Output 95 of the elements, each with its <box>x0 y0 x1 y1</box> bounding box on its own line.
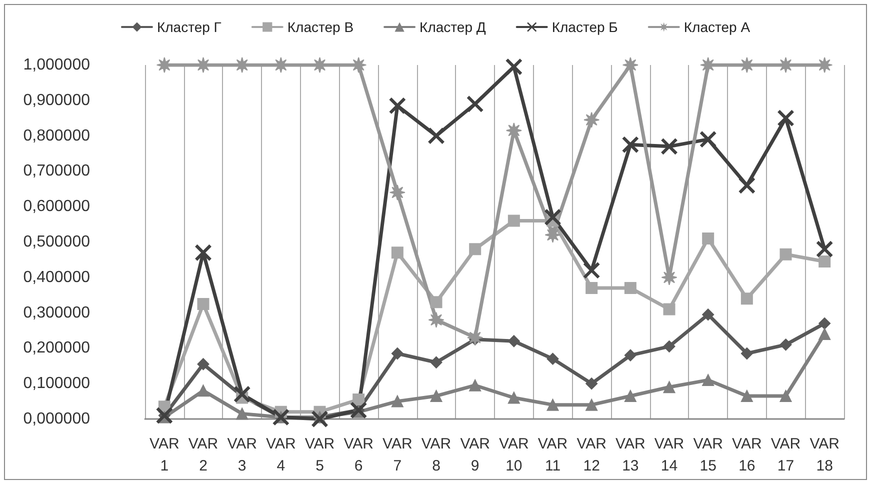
point <box>586 398 598 411</box>
point <box>702 232 714 244</box>
y-tick-label: 0,500000 <box>23 234 90 250</box>
point <box>546 398 559 411</box>
x-tick-label: VAR 13 <box>616 436 646 474</box>
point <box>506 58 522 75</box>
x-tick-label: VAR 1 <box>150 436 180 474</box>
x-tick-label: VAR 2 <box>188 436 218 474</box>
point <box>818 255 831 268</box>
point <box>663 303 676 316</box>
point <box>508 392 520 404</box>
point <box>428 312 444 328</box>
point <box>700 131 716 148</box>
point <box>234 386 250 402</box>
point <box>197 298 210 310</box>
point <box>740 390 753 402</box>
y-tick-label: 0,200000 <box>23 340 90 357</box>
point <box>702 308 714 321</box>
legend-label: Кластер А <box>684 19 751 35</box>
point <box>586 282 598 294</box>
point <box>544 226 561 243</box>
point <box>430 356 442 368</box>
point <box>469 379 482 392</box>
point <box>740 292 753 305</box>
y-tick-label: 1,000000 <box>23 56 90 74</box>
point <box>546 352 559 365</box>
point <box>467 330 484 346</box>
x-tick-label: VAR 17 <box>770 436 801 474</box>
point <box>818 328 831 340</box>
y-tick-label: 0,700000 <box>23 162 90 180</box>
y-tick-label: 0,900000 <box>23 92 90 109</box>
point <box>312 411 328 427</box>
point <box>430 390 442 402</box>
point <box>584 262 600 278</box>
point <box>391 246 404 259</box>
point <box>391 395 404 408</box>
point <box>622 136 638 153</box>
point <box>428 128 444 144</box>
legend-label: Кластер В <box>287 19 354 35</box>
x-tick-label: VAR 4 <box>266 436 296 474</box>
point <box>389 184 406 200</box>
point <box>195 244 212 261</box>
point <box>780 338 792 351</box>
point <box>780 390 792 402</box>
point <box>508 335 520 348</box>
y-tick-label: 0,800000 <box>23 127 90 144</box>
y-tick-label: 0,600000 <box>23 198 90 216</box>
point <box>236 408 248 420</box>
x-tick-label: VAR 14 <box>654 436 684 474</box>
point <box>778 110 794 126</box>
point <box>624 390 636 402</box>
legend-label: Кластер Б <box>552 19 618 35</box>
point <box>818 317 831 330</box>
x-tick-label: VAR 3 <box>227 436 258 474</box>
point <box>816 241 833 258</box>
point <box>430 296 442 308</box>
x-tick-label: VAR 7 <box>382 436 412 474</box>
point <box>389 98 406 114</box>
point <box>469 243 482 256</box>
point <box>622 57 638 73</box>
y-tick-label: 0,000000 <box>23 410 90 428</box>
x-tick-label: VAR 11 <box>538 436 568 474</box>
x-tick-label: VAR 8 <box>421 436 452 474</box>
point <box>197 384 210 397</box>
point <box>584 112 600 128</box>
x-tick-label: VAR 10 <box>499 436 529 474</box>
x-tick-label: VAR 5 <box>304 436 335 474</box>
point <box>740 348 753 360</box>
point <box>624 282 636 294</box>
point <box>702 374 714 386</box>
point <box>586 378 598 390</box>
x-tick-label: VAR 12 <box>576 436 607 474</box>
point <box>506 122 522 138</box>
point <box>661 138 678 154</box>
point <box>544 209 561 226</box>
point <box>508 214 520 227</box>
point <box>197 358 210 370</box>
point <box>467 96 484 112</box>
y-tick-label: 0,100000 <box>23 375 90 392</box>
x-tick-label: VAR 9 <box>460 436 490 474</box>
point <box>624 349 636 362</box>
x-tick-label: VAR 18 <box>810 436 840 474</box>
point <box>663 340 676 352</box>
point <box>738 177 755 194</box>
legend-label: Кластер Г <box>156 19 222 35</box>
y-tick-label: 0,300000 <box>23 304 90 322</box>
point <box>391 348 404 360</box>
y-tick-label: 0,400000 <box>23 268 90 286</box>
legend-label: Кластер Д <box>420 19 486 35</box>
point <box>780 248 792 260</box>
x-tick-label: VAR 15 <box>693 436 724 474</box>
x-tick-label: VAR 16 <box>732 436 762 474</box>
point <box>352 394 365 406</box>
point <box>663 381 676 394</box>
x-tick-label: VAR 6 <box>344 436 374 474</box>
